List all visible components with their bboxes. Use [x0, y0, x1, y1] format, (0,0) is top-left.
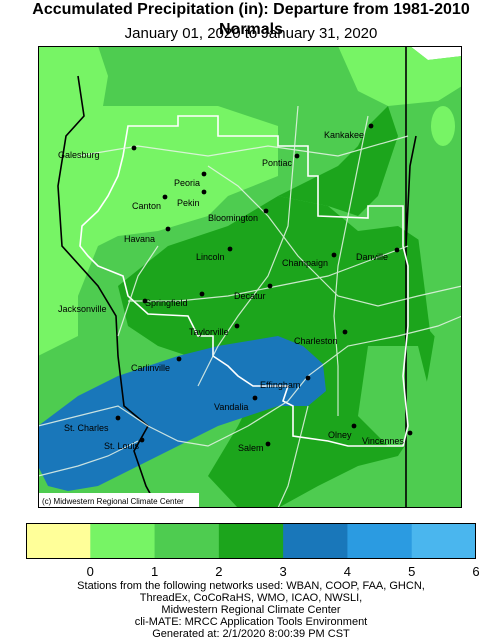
svg-text:Salem: Salem [238, 443, 264, 453]
footer-line-generated: Generated at: 2/1/2020 8:00:39 PM CST [152, 628, 350, 640]
map-border [38, 46, 462, 508]
city-canton: Canton [132, 194, 168, 211]
city-jacksonville: Jacksonville [58, 298, 148, 314]
zone-blue-4in [38, 336, 326, 491]
legend-tick-label: 0 [86, 564, 94, 579]
city-pontiac: Pontiac [262, 153, 300, 168]
svg-text:St. Louis: St. Louis [104, 441, 140, 451]
zone-medium-southeast [358, 346, 433, 446]
legend-swatch [411, 523, 476, 559]
svg-text:St. Charles: St. Charles [64, 423, 109, 433]
svg-text:Olney: Olney [328, 430, 352, 440]
svg-text:Peoria: Peoria [174, 178, 200, 188]
city-olney: Olney [328, 423, 357, 440]
svg-text:Bloomington: Bloomington [208, 213, 258, 223]
city-pekin: Pekin [177, 189, 207, 208]
svg-text:Vandalia: Vandalia [214, 402, 248, 412]
city-bloomington: Bloomington [208, 208, 269, 223]
city-champaign: Champaign [282, 252, 337, 268]
region-outline [79, 115, 409, 447]
svg-text:Canton: Canton [132, 201, 161, 211]
svg-text:Springfield: Springfield [145, 298, 188, 308]
legend-swatch [90, 523, 156, 559]
zone-light-central-west [98, 106, 278, 246]
zone-light-west [38, 46, 108, 356]
legend-swatch [154, 523, 220, 559]
svg-text:Havana: Havana [124, 234, 155, 244]
svg-text:Lincoln: Lincoln [196, 252, 225, 262]
zone-no-data-northeast [410, 46, 462, 60]
city-havana: Havana [124, 226, 171, 244]
city-vincennes: Vincennes [362, 430, 413, 446]
city-springfield: Springfield [145, 291, 205, 308]
svg-text:Effingham: Effingham [260, 380, 300, 390]
city-st-charles: St. Charles [64, 415, 121, 433]
svg-text:Galesburg: Galesburg [58, 150, 100, 160]
map-subtitle: January 01, 2020 to January 31, 2020 [124, 25, 378, 42]
highways [38, 105, 462, 508]
city-kankakee: Kankakee [324, 123, 374, 140]
svg-text:Carlinville: Carlinville [131, 363, 170, 373]
legend-tick-label: 2 [215, 564, 223, 579]
city-danville: Danville [356, 247, 400, 262]
legend-swatch [283, 523, 348, 559]
footer-line-networks-cont: ThreadEx, CoCoRaHS, WMO, ICAO, NWSLI, [139, 592, 363, 604]
svg-text:Charleston: Charleston [294, 336, 338, 346]
legend-tick-label: 4 [343, 564, 352, 579]
city-vandalia: Vandalia [214, 395, 258, 412]
legend-tick-label: 1 [150, 564, 159, 579]
svg-text:Danville: Danville [356, 252, 388, 262]
zone-dark-upper [278, 106, 398, 216]
svg-text:Jacksonville: Jacksonville [58, 304, 107, 314]
zone-light-northeast [338, 46, 462, 106]
city-st-louis: St. Louis [104, 437, 145, 451]
city-galesburg: Galesburg [58, 145, 137, 160]
svg-text:Vincennes: Vincennes [362, 436, 404, 446]
city-effingham: Effingham [260, 375, 311, 390]
footer-notes: Stations from the following networks use… [0, 580, 502, 640]
map-credit: (c) Midwestern Regional Climate Center [42, 497, 184, 506]
footer-line-mrcc: Midwestern Regional Climate Center [161, 604, 341, 616]
footer-line-networks: Stations from the following networks use… [77, 580, 425, 592]
precipitation-map: Galesburg Kankakee Peoria Pontiac Canton… [38, 46, 462, 508]
city-lincoln: Lincoln [196, 246, 233, 262]
zone-light-northeast-2 [431, 106, 455, 146]
map-title: Accumulated Precipitation (in): Departur… [32, 1, 470, 38]
footer-line-climate: cli-MATE: MRCC Application Tools Environ… [134, 616, 368, 628]
legend-tick-label: 6 [472, 564, 480, 579]
city-salem: Salem [238, 441, 271, 453]
city-taylorville: Taylorville [189, 323, 240, 337]
city-decatur: Decatur [234, 283, 273, 301]
legend-swatch [218, 523, 284, 559]
legend-swatch [347, 523, 413, 559]
credit-box [39, 493, 199, 507]
svg-text:Pekin: Pekin [177, 198, 200, 208]
legend-swatch [26, 523, 91, 559]
legend-tick-label: 5 [408, 564, 416, 579]
city-peoria: Peoria [174, 171, 207, 188]
svg-text:Taylorville: Taylorville [189, 327, 229, 337]
svg-text:Pontiac: Pontiac [262, 158, 293, 168]
city-charleston: Charleston [294, 329, 348, 346]
city-carlinville: Carlinville [131, 356, 182, 373]
svg-text:Champaign: Champaign [282, 258, 328, 268]
svg-text:Kankakee: Kankakee [324, 130, 364, 140]
legend-tick-label: 3 [279, 564, 287, 579]
legend-bar [26, 523, 476, 559]
legend-ticks: 0 1 2 3 4 5 6 [0, 564, 502, 580]
svg-text:Decatur: Decatur [234, 291, 266, 301]
